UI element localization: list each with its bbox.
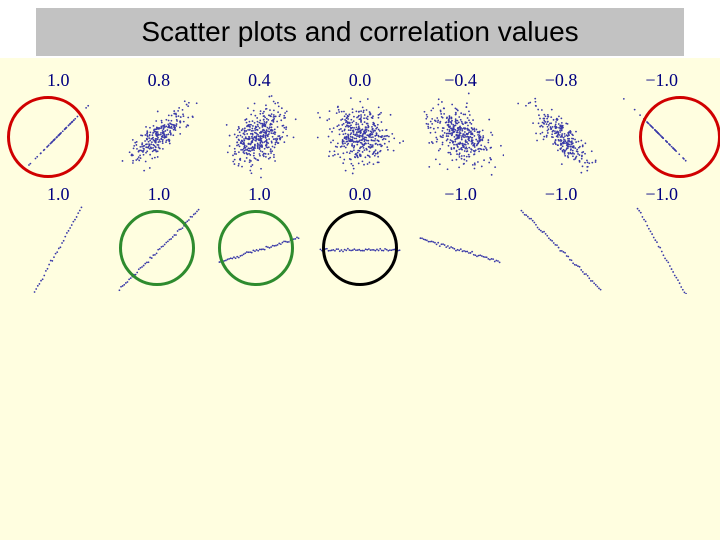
- scatter-cell: −1.0: [611, 188, 712, 302]
- correlation-label: 1.0: [8, 70, 109, 91]
- correlation-label: 1.0: [8, 184, 109, 205]
- scatter-plot: [517, 206, 605, 294]
- correlation-label: 0.0: [310, 70, 411, 91]
- scatter-cell: 0.8: [109, 74, 210, 188]
- annotation-circle: [7, 96, 89, 178]
- scatter-plot: [215, 92, 303, 180]
- scatter-cell: −0.4: [410, 74, 511, 188]
- correlation-label: 0.8: [109, 70, 210, 91]
- annotation-circle: [322, 210, 398, 286]
- correlation-label: 1.0: [109, 184, 210, 205]
- scatter-cell: 0.0: [310, 74, 411, 188]
- scatter-plot: [416, 206, 504, 294]
- scatter-plot: [617, 206, 705, 294]
- slide-page: Scatter plots and correlation values 1.0…: [0, 0, 720, 540]
- slide-title: Scatter plots and correlation values: [141, 16, 578, 48]
- correlation-label: 1.0: [209, 184, 310, 205]
- scatter-cell: 0.4: [209, 74, 310, 188]
- scatter-cell: −1.0: [410, 188, 511, 302]
- scatter-plot: [14, 206, 102, 294]
- scatter-plot: [115, 92, 203, 180]
- scatter-plot: [517, 92, 605, 180]
- scatter-cell: 1.0: [8, 188, 109, 302]
- correlation-label: −1.0: [611, 70, 712, 91]
- title-bar: Scatter plots and correlation values: [36, 8, 684, 56]
- correlation-label: −0.8: [511, 70, 612, 91]
- annotation-circle: [218, 210, 294, 286]
- correlation-label: 0.4: [209, 70, 310, 91]
- scatter-plot: [316, 92, 404, 180]
- scatter-plot: [416, 92, 504, 180]
- annotation-circle: [639, 96, 720, 178]
- scatter-cell: −1.0: [511, 188, 612, 302]
- scatter-cell: −0.8: [511, 74, 612, 188]
- scatter-row: 1.00.80.40.0−0.4−0.8−1.0: [8, 74, 712, 188]
- correlation-label: −1.0: [511, 184, 612, 205]
- correlation-label: −0.4: [410, 70, 511, 91]
- correlation-label: 0.0: [310, 184, 411, 205]
- annotation-circle: [119, 210, 195, 286]
- correlation-label: −1.0: [410, 184, 511, 205]
- correlation-label: −1.0: [611, 184, 712, 205]
